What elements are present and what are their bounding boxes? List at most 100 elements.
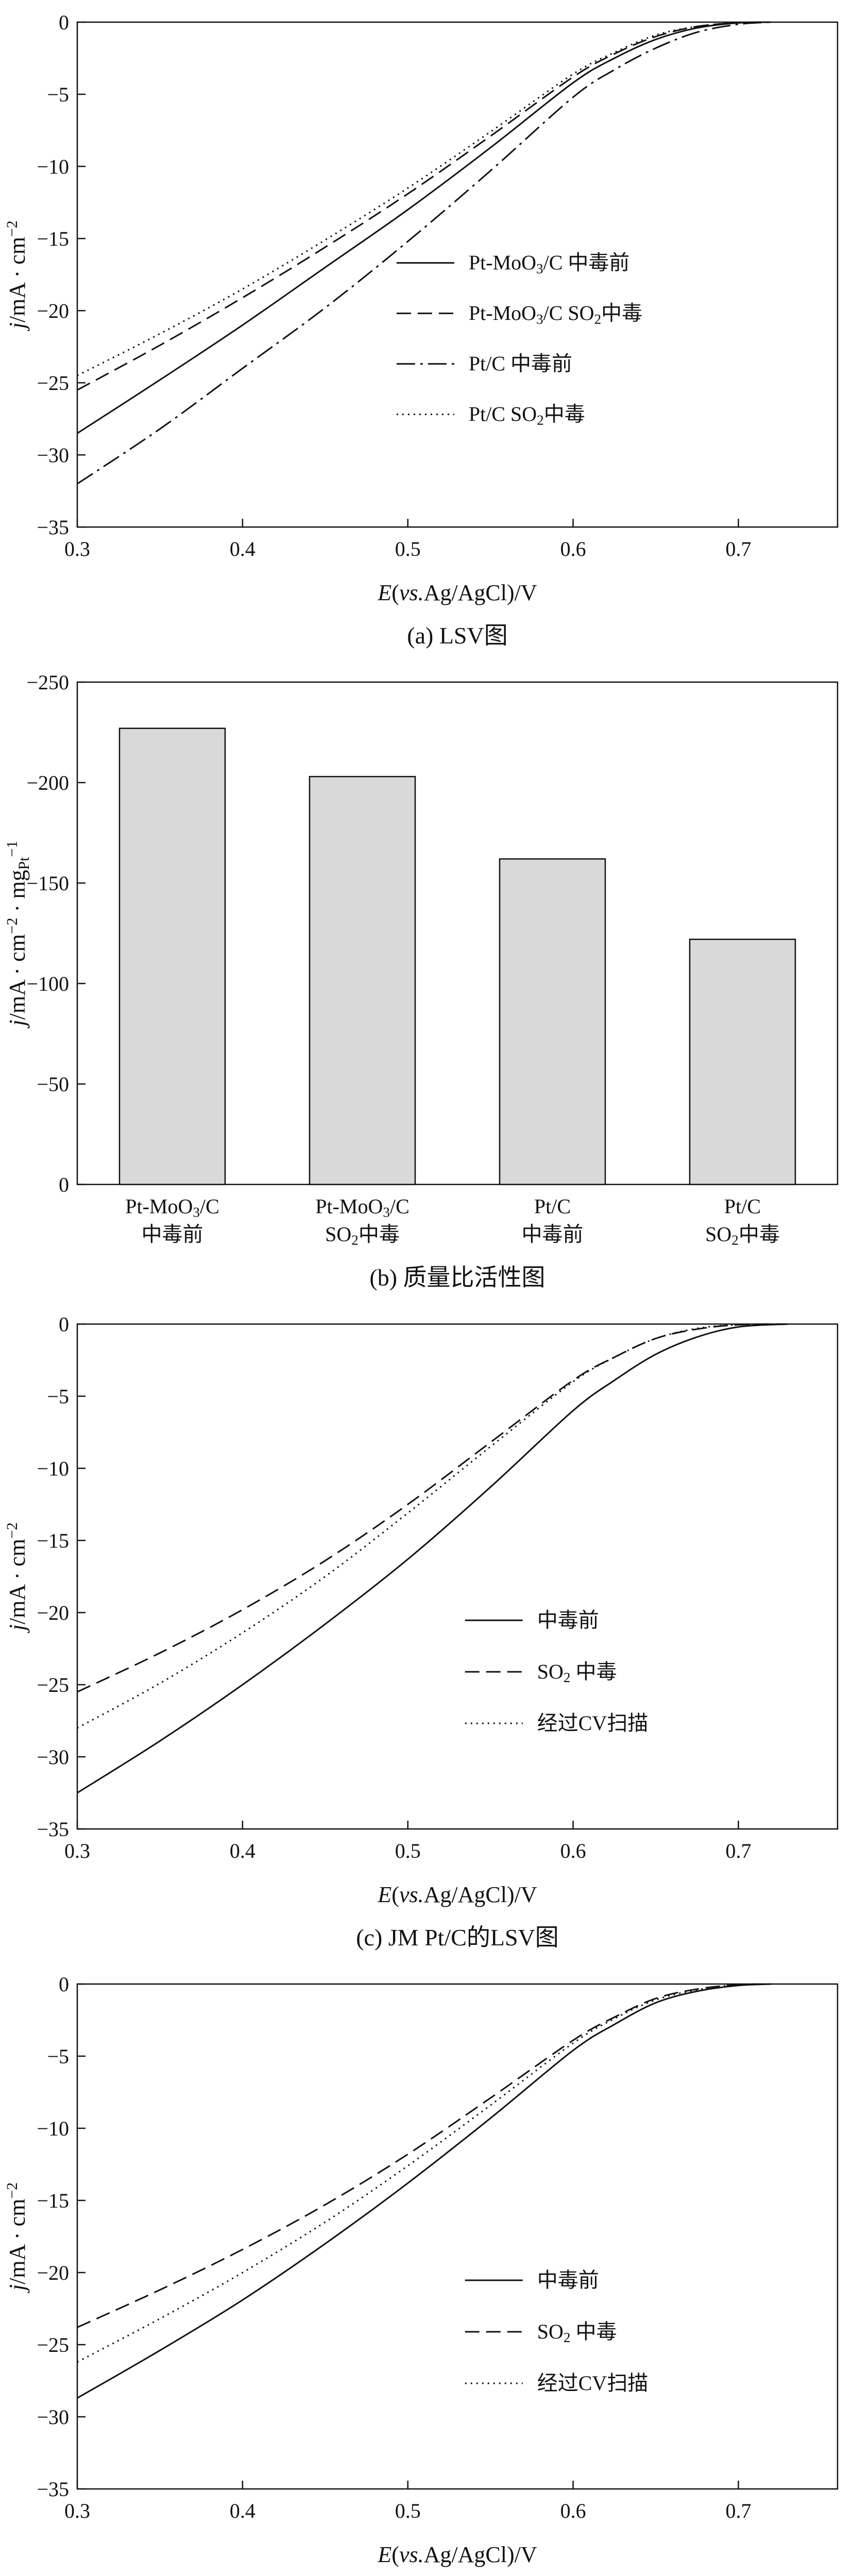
y-tick-label: −100 [26,972,69,995]
caption-text: (a) LSV图 [407,622,508,649]
y-tick-label: −25 [37,371,69,395]
legend-label-0: 中毒前 [537,1608,599,1632]
legend-label-1: Pt-MoO3/C SO2中毒 [469,301,642,327]
chart-d-lsv-plot: 0 −5 −10 −15 −20 −25 −30 −35 j/mA · cm−2 0.3 0.4 0.… [0,1971,853,2576]
y-tick-label: −15 [37,2189,69,2212]
x-tick-label: 0.4 [230,537,255,561]
series-curve-0-solid [77,1983,772,2399]
y-tick-label: −250 [26,671,69,694]
y-tick-label: −150 [26,872,69,895]
series-curve-1-dashed [77,1983,772,2328]
legend: Pt-MoO3/C 中毒前 Pt-MoO3/C SO2中毒 Pt/C 中毒前 Pt/C… [396,251,642,428]
series-curve-0-solid [77,1323,788,1794]
x-tick-label: 0.5 [395,2499,421,2522]
legend-label-2: 经过CV扫描 [537,2371,649,2395]
y-tick-label: −30 [37,1745,69,1769]
line-chart-svg: 0−5−10−15−20−25−30−35j/mA · cm−20.3 0.4 0.… [4,11,839,605]
panel-c-jm-ptc-lsv: 0 −5 −10 −15 −20 −25 −30 −35 j/mA · cm−2 0.3 0.4 0.… [0,1311,853,1953]
y-tick-label: 0 [59,1173,69,1196]
x-tick-label: 0.5 [395,537,421,561]
line-chart-svg: 0−5−10−15−20−25−30−35j/mA · cm−20.3 0.4 0.… [4,1313,839,1907]
y-tick-label: −5 [47,83,69,106]
x-axis: 0.3 0.4 0.5 0.6 0.7 [64,2481,751,2522]
series-curve-1-dashed [77,1323,788,1693]
y-axis: 0 −5 −10 −15 −20 −25 −30 −35 [37,11,86,539]
series-curve-1-dashed [77,21,772,391]
x-tick-label: 0.5 [395,1839,421,1862]
plot-frame [76,21,839,528]
line-chart-svg: 0−5−10−15−20−25−30−35j/mA · cm−20.3 0.4 0.… [4,1973,839,2567]
legend-label-3: Pt/C SO2中毒 [469,402,585,428]
legend-label-1: SO2 中毒 [537,2320,617,2345]
bar-0 [118,727,226,1185]
bar-chart-svg: 0 −50 −100 −150 −200 −250 j/mA · cm−2 · mgPt−1… [4,671,839,1248]
x-tick-label: 0.6 [560,1839,586,1862]
chart-b-bar-plot: 0 −50 −100 −150 −200 −250 j/mA · cm−2 · mgPt−1… [0,669,853,1257]
x-tick-label: 0.6 [560,2499,586,2522]
y-axis: 0 −5 −10 −15 −20 −25 −30 −35 [37,1313,86,1841]
panel-d-ptmoo3c-lsv: 0 −5 −10 −15 −20 −25 −30 −35 j/mA · cm−2 0.3 0.4 0.… [0,1971,853,2576]
y-tick-label: 0 [59,1973,69,1996]
x-tick-label: 0.6 [560,537,586,561]
bar-category-line2-3: SO2中毒 [705,1223,780,1248]
x-tick-label: 0.7 [725,537,751,561]
y-tick-label: −10 [37,155,69,178]
y-axis: 0 −5 −10 −15 −20 −25 −30 −35 [37,1973,86,2501]
x-tick-label: 0.3 [64,537,90,561]
y-tick-label: −10 [37,1457,69,1480]
bar-category-line2-0: 中毒前 [142,1223,203,1246]
panel-b-mass-activity: 0 −50 −100 −150 −200 −250 j/mA · cm−2 · mgPt−1… [0,669,853,1293]
chart-a-lsv-plot: 0 −5 −10 −15 −20 −25 −30 −35 j/mA · cm−2 0.3 0.4 0.… [0,9,853,615]
bar-3 [689,938,796,1185]
series-curve-0-solid [77,21,772,434]
caption-c: (c) JM Pt/C的LSV图 [77,1919,838,1953]
legend-label-2: 经过CV扫描 [537,1711,649,1735]
x-tick-label: 0.4 [230,1839,255,1862]
caption-text: (c) JM Pt/C的LSV图 [356,1924,559,1951]
y-tick-label: −15 [37,227,69,250]
plot-frame [76,681,839,1185]
bar-category-line1-1: Pt-MoO3/C [315,1195,410,1220]
bar-category-line1-0: Pt-MoO3/C [125,1195,219,1220]
bar-category-line2-1: SO2中毒 [325,1223,400,1248]
legend-label-1: SO2 中毒 [537,1660,617,1685]
y-tick-label: −20 [37,299,69,323]
bar-2 [499,858,606,1185]
x-tick-label: 0.3 [64,2499,90,2522]
y-tick-label: −10 [37,2117,69,2140]
plot-frame [76,1323,839,1830]
y-tick-label: −25 [37,2333,69,2357]
x-tick-label: 0.3 [64,1839,90,1862]
x-axis-label: E(vs.Ag/AgCl)/V [377,1882,537,1907]
y-tick-label: −50 [37,1073,69,1096]
caption-text: (b) 质量比活性图 [369,1264,545,1291]
x-tick-label: 0.7 [725,1839,751,1862]
y-tick-label: −20 [37,2261,69,2284]
caption-b: (b) 质量比活性图 [77,1259,838,1293]
y-tick-label: −20 [37,1601,69,1624]
bar-category-line1-3: Pt/C [724,1195,761,1218]
y-tick-label: −30 [37,2405,69,2429]
chart-c-lsv-plot: 0 −5 −10 −15 −20 −25 −30 −35 j/mA · cm−2 0.3 0.4 0.… [0,1311,853,1917]
y-axis-label: j/mA · cm−2 · mgPt−1 [4,841,32,1029]
y-axis-label: j/mA · cm−2 [4,221,30,331]
x-axis-label: E(vs.Ag/AgCl)/V [377,2542,537,2567]
y-tick-label: −30 [37,444,69,467]
x-axis: 0.3 0.4 0.5 0.6 0.7 [64,519,751,561]
x-tick-label: 0.4 [230,2499,255,2522]
y-tick-label: −35 [37,2478,69,2501]
x-tick-label: 0.7 [725,2499,751,2522]
series-curve-2-dotted [77,1983,772,2363]
y-tick-label: −25 [37,1673,69,1697]
y-tick-label: −5 [47,1385,69,1408]
y-tick-label: −35 [37,516,69,539]
y-tick-label: −35 [37,1818,69,1841]
legend-label-0: 中毒前 [537,2268,599,2292]
plot-frame [76,1983,839,2490]
y-tick-label: −200 [26,771,69,794]
y-tick-label: −15 [37,1529,69,1552]
x-axis: 0.3 0.4 0.5 0.6 0.7 [64,1821,751,1862]
caption-a: (a) LSV图 [77,617,838,651]
